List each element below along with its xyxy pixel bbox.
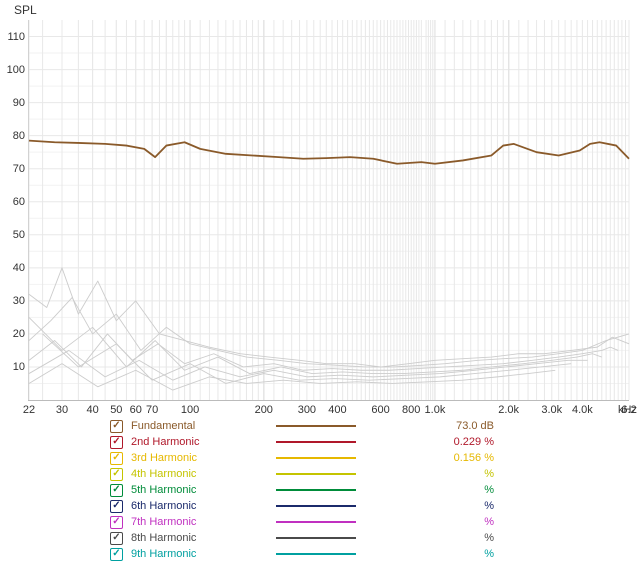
legend-item: ✓ 8th Harmonic% [110,530,585,546]
legend-swatch [276,537,356,539]
legend-item: ✓ 6th Harmonic% [110,498,585,514]
y-tick-label: 40 [1,262,25,274]
x-tick-label: 300 [298,404,316,416]
legend-checkbox[interactable]: ✓ [110,436,123,449]
y-tick-label: 10 [1,361,25,373]
x-tick-label: 50 [110,404,122,416]
legend-swatch [276,473,356,475]
y-tick-label: 60 [1,196,25,208]
x-tick-label: 600 [371,404,389,416]
legend-value: % [414,516,494,528]
legend-swatch [276,521,356,523]
y-tick-label: 70 [1,163,25,175]
spl-chart-container: SPL kHz 10203040506070809010011022304050… [0,0,640,562]
y-tick-label: 110 [1,31,25,43]
y-tick-label: 100 [1,64,25,76]
legend-swatch [276,553,356,555]
legend-swatch [276,425,356,427]
legend-label: 6th Harmonic [131,500,276,512]
legend-swatch [276,489,356,491]
legend-label: 3rd Harmonic [131,452,276,464]
x-tick-label: 40 [86,404,98,416]
legend-swatch [276,457,356,459]
y-tick-label: 80 [1,130,25,142]
legend-label: 5th Harmonic [131,484,276,496]
legend-checkbox[interactable]: ✓ [110,468,123,481]
y-tick-label: 90 [1,97,25,109]
x-tick-label: 100 [181,404,199,416]
x-tick-label: 30 [56,404,68,416]
legend-item: ✓ 9th Harmonic% [110,546,585,562]
chart-plot-area: kHz 102030405060708090100110223040506070… [28,20,629,401]
legend-value: % [414,532,494,544]
x-tick-label: 70 [146,404,158,416]
chart-lines [29,20,629,400]
x-tick-label: 1.0k [425,404,446,416]
legend-swatch [276,441,356,443]
legend-label: Fundamental [131,420,276,432]
legend-value: 73.0 dB [414,420,494,432]
x-tick-label: 60 [130,404,142,416]
legend-checkbox[interactable]: ✓ [110,500,123,513]
legend: ✓Fundamental73.0 dB✓2nd Harmonic0.229 %✓… [110,418,585,562]
y-tick-label: 30 [1,295,25,307]
legend-checkbox[interactable]: ✓ [110,548,123,561]
x-tick-label: 22 [23,404,35,416]
legend-swatch [276,505,356,507]
y-tick-label: 20 [1,328,25,340]
legend-checkbox[interactable]: ✓ [110,452,123,465]
x-tick-label: 6.2 [621,404,636,416]
legend-value: 0.229 % [414,436,494,448]
legend-label: 2nd Harmonic [131,436,276,448]
legend-value: % [414,468,494,480]
legend-checkbox[interactable]: ✓ [110,532,123,545]
legend-checkbox[interactable]: ✓ [110,484,123,497]
legend-value: % [414,548,494,560]
legend-item: ✓ 3rd Harmonic 0.156 % [110,450,585,466]
x-tick-label: 3.0k [541,404,562,416]
legend-item: ✓ Fundamental 73.0 dB [110,418,585,434]
y-tick-label: 50 [1,229,25,241]
legend-item: ✓ 2nd Harmonic 0.229 % [110,434,585,450]
x-tick-label: 200 [255,404,273,416]
x-tick-label: 800 [402,404,420,416]
legend-item: ✓ 4th Harmonic% [110,466,585,482]
legend-checkbox[interactable]: ✓ [110,516,123,529]
legend-value: % [414,500,494,512]
legend-label: 7th Harmonic [131,516,276,528]
y-axis-label: SPL [14,3,37,17]
legend-checkbox[interactable]: ✓ [110,420,123,433]
legend-value: 0.156 % [414,452,494,464]
x-tick-label: 2.0k [498,404,519,416]
legend-value: % [414,484,494,496]
legend-label: 8th Harmonic [131,532,276,544]
x-tick-label: 4.0k [572,404,593,416]
legend-label: 9th Harmonic [131,548,276,560]
x-tick-label: 400 [328,404,346,416]
legend-item: ✓ 7th Harmonic% [110,514,585,530]
legend-label: 4th Harmonic [131,468,276,480]
legend-item: ✓ 5th Harmonic% [110,482,585,498]
